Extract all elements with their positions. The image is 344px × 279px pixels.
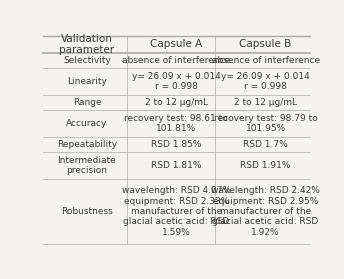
Text: recovery test: 98.79 to
101.95%: recovery test: 98.79 to 101.95% [214, 114, 318, 133]
Text: 2 to 12 μg/mL: 2 to 12 μg/mL [234, 98, 297, 107]
Text: recovery test: 98.61 to
101.81%: recovery test: 98.61 to 101.81% [125, 114, 228, 133]
Text: absence of interference: absence of interference [212, 56, 320, 65]
Text: y= 26.09 x + 0.014
r = 0.998: y= 26.09 x + 0.014 r = 0.998 [221, 72, 310, 91]
Text: Range: Range [73, 98, 101, 107]
Text: Intermediate
precision: Intermediate precision [57, 156, 116, 175]
Text: RSD 1.7%: RSD 1.7% [243, 140, 288, 149]
Text: Linearity: Linearity [67, 77, 107, 86]
Text: wavelength: RSD 2.42%
equipment: RSD 2.95%
manufacturer of the
glacial acetic ac: wavelength: RSD 2.42% equipment: RSD 2.9… [211, 186, 320, 237]
Text: RSD 1.91%: RSD 1.91% [240, 161, 291, 170]
Text: Repeatability: Repeatability [57, 140, 117, 149]
Text: Accuracy: Accuracy [66, 119, 108, 128]
Text: RSD 1.85%: RSD 1.85% [151, 140, 202, 149]
Text: RSD 1.81%: RSD 1.81% [151, 161, 202, 170]
Text: Selectivity: Selectivity [63, 56, 111, 65]
Text: y= 26.09 x + 0.014
r = 0.998: y= 26.09 x + 0.014 r = 0.998 [132, 72, 221, 91]
Text: 2 to 12 μg/mL: 2 to 12 μg/mL [145, 98, 208, 107]
Text: Capsule B: Capsule B [239, 39, 292, 49]
Text: Capsule A: Capsule A [150, 39, 202, 49]
Text: wavelength: RSD 4.07%
equipment: RSD 2.33%
manufacturer of the
glacial acetic ac: wavelength: RSD 4.07% equipment: RSD 2.3… [122, 186, 231, 237]
Text: absence of interference: absence of interference [122, 56, 230, 65]
Text: Robustness: Robustness [61, 207, 113, 216]
Text: Validation
parameter: Validation parameter [60, 33, 115, 55]
